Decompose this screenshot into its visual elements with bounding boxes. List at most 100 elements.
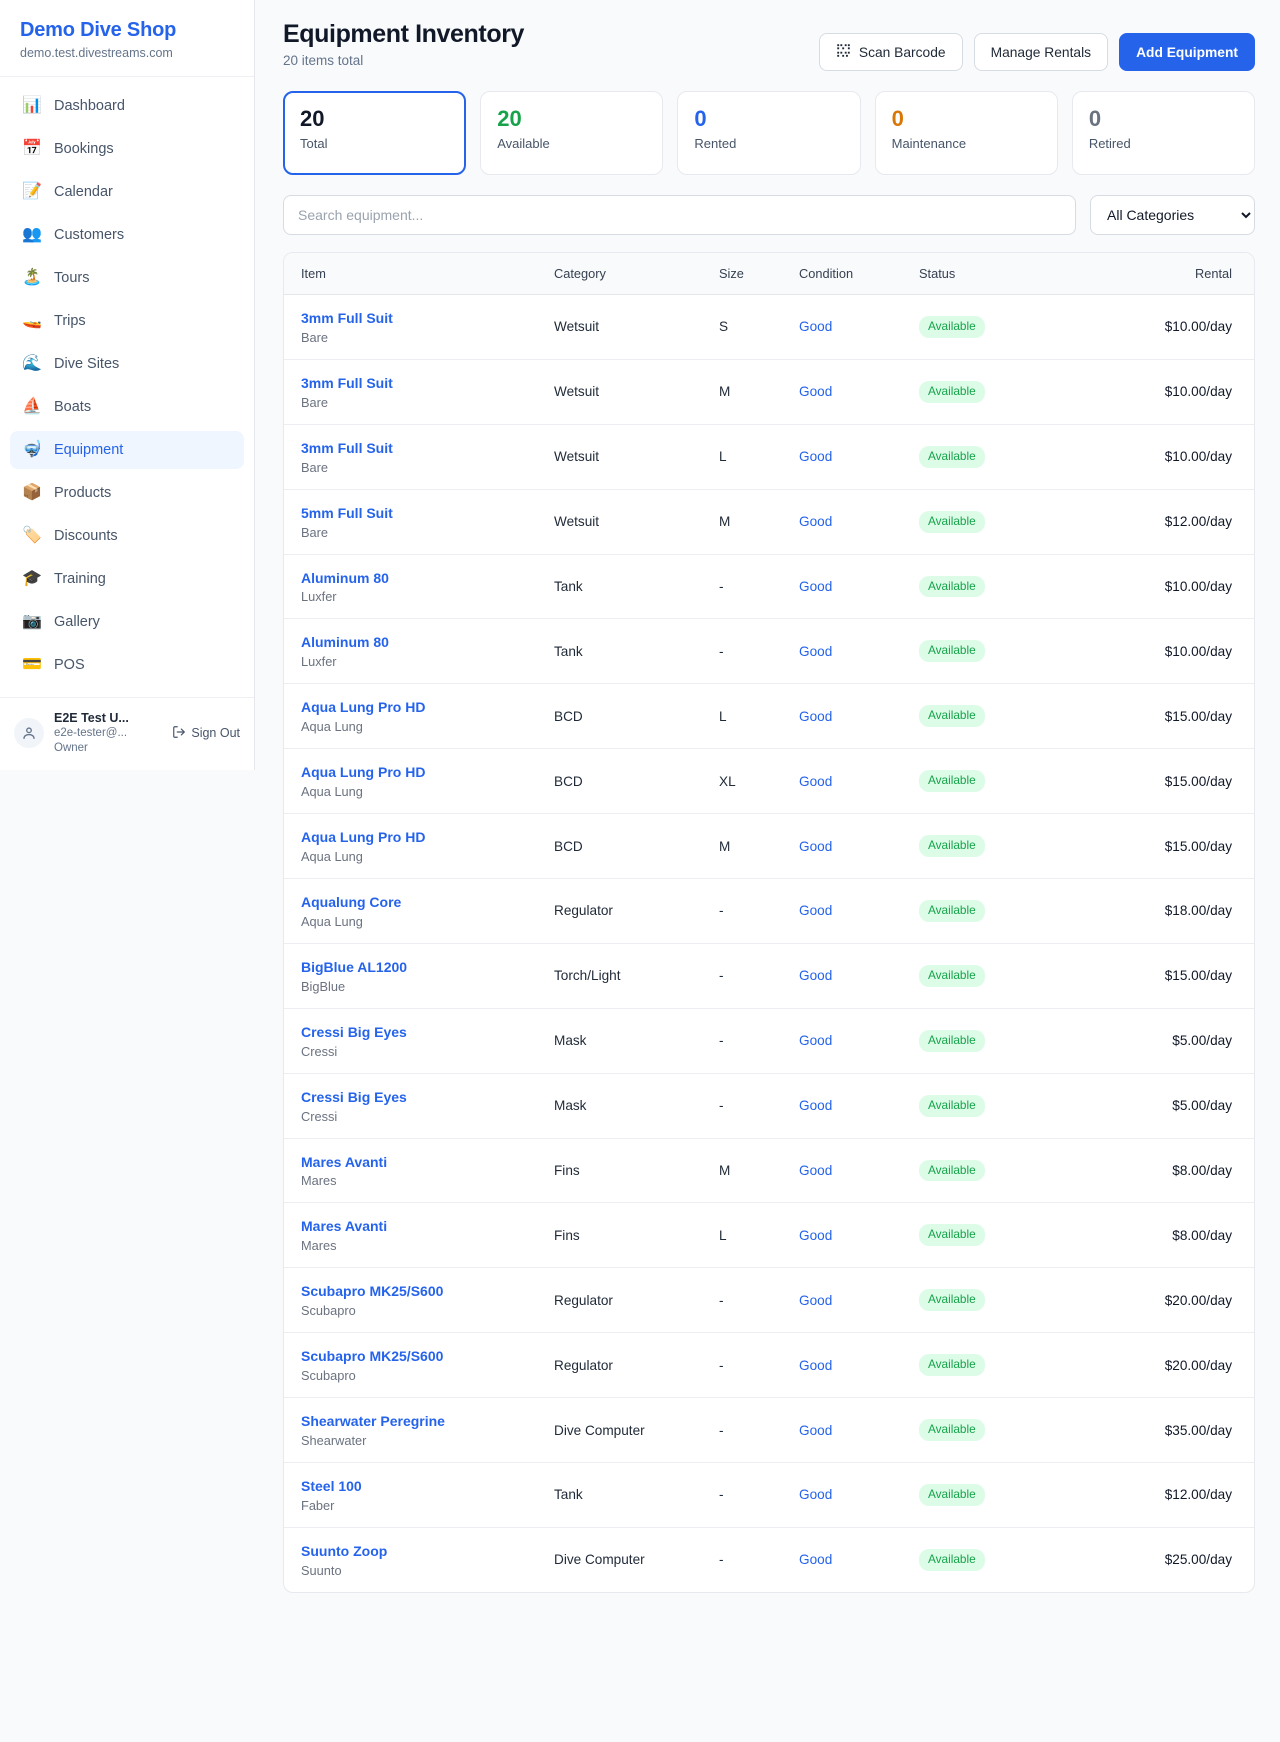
- item-name-link[interactable]: Scubapro MK25/S600: [301, 1348, 444, 1365]
- stat-card-available[interactable]: 20 Available: [480, 91, 664, 175]
- condition-link[interactable]: Good: [799, 1033, 833, 1049]
- sidebar-item-equipment[interactable]: 🤿 Equipment: [10, 431, 244, 469]
- condition-link[interactable]: Good: [799, 1357, 833, 1373]
- sidebar-item-customers[interactable]: 👥 Customers: [10, 216, 244, 254]
- table-row[interactable]: Aluminum 80 Luxfer Tank - Good Available $10.0…: [284, 554, 1254, 620]
- table-row[interactable]: Aqua Lung Pro HD Aqua Lung BCD XL Good Availa…: [284, 748, 1254, 815]
- item-name-link[interactable]: BigBlue AL1200: [301, 958, 408, 975]
- condition-link[interactable]: Good: [799, 773, 833, 789]
- sidebar-item-pos[interactable]: 💳 POS: [10, 646, 244, 684]
- column-header-condition[interactable]: Condition: [799, 253, 919, 295]
- item-name-link[interactable]: 3mm Full Suit: [301, 374, 393, 391]
- item-name-link[interactable]: Aqualung Core: [301, 894, 402, 911]
- cell-item: 3mm Full Suit Bare: [284, 424, 554, 490]
- condition-link[interactable]: Good: [799, 1163, 833, 1179]
- sidebar-item-dashboard[interactable]: 📊 Dashboard: [10, 87, 244, 125]
- table-row[interactable]: 3mm Full Suit Bare Wetsuit M Good Available $1…: [284, 359, 1254, 425]
- column-header-item[interactable]: Item: [284, 253, 554, 295]
- item-name-link[interactable]: Steel 100: [301, 1478, 362, 1495]
- search-input[interactable]: [283, 195, 1076, 235]
- condition-link[interactable]: Good: [799, 1422, 833, 1438]
- column-header-status[interactable]: Status: [919, 253, 1089, 295]
- table-row[interactable]: BigBlue AL1200 BigBlue Torch/Light - Good Ava…: [284, 943, 1254, 1009]
- item-name-link[interactable]: Shearwater Peregrine: [301, 1413, 445, 1430]
- table-row[interactable]: Cressi Big Eyes Cressi Mask - Good Available $…: [284, 1008, 1254, 1074]
- table-row[interactable]: Mares Avanti Mares Fins M Good Available $8.00…: [284, 1138, 1254, 1204]
- sidebar-item-tours[interactable]: 🏝️ Tours: [10, 259, 244, 297]
- table-row[interactable]: Suunto Zoop Suunto Dive Computer - Good Avail…: [284, 1527, 1254, 1591]
- table-row[interactable]: Mares Avanti Mares Fins L Good Available $8.00…: [284, 1202, 1254, 1269]
- table-row[interactable]: Scubapro MK25/S600 Scubapro Regulator - Good…: [284, 1332, 1254, 1399]
- condition-link[interactable]: Good: [799, 579, 833, 594]
- item-name-link[interactable]: 3mm Full Suit: [301, 310, 393, 326]
- sidebar-item-calendar[interactable]: 📝 Calendar: [10, 173, 244, 211]
- sidebar-item-training[interactable]: 🎓 Training: [10, 560, 244, 598]
- column-header-size[interactable]: Size: [719, 253, 799, 295]
- table-row[interactable]: Scubapro MK25/S600 Scubapro Regulator - Good…: [284, 1267, 1254, 1334]
- column-header-category[interactable]: Category: [554, 253, 719, 295]
- item-name-link[interactable]: 5mm Full Suit: [301, 504, 393, 521]
- table-row[interactable]: Aqua Lung Pro HD Aqua Lung BCD L Good Availab…: [284, 683, 1254, 750]
- table-row[interactable]: Aqualung Core Aqua Lung Regulator - Good Avai…: [284, 878, 1254, 944]
- condition-link[interactable]: Good: [799, 643, 833, 659]
- item-name-link[interactable]: Mares Avanti: [301, 1153, 388, 1170]
- table-row[interactable]: 5mm Full Suit Bare Wetsuit M Good Available $1…: [284, 489, 1254, 555]
- condition-link[interactable]: Good: [799, 708, 833, 724]
- stat-card-maintenance[interactable]: 0 Maintenance: [874, 91, 1058, 175]
- sidebar-item-gallery[interactable]: 📷 Gallery: [10, 603, 244, 641]
- sidebar-item-boats[interactable]: ⛵ Boats: [10, 388, 244, 426]
- cell-category: Mask: [554, 1008, 719, 1074]
- condition-link[interactable]: Good: [799, 384, 833, 400]
- sidebar-item-discounts[interactable]: 🏷️ Discounts: [10, 517, 244, 555]
- item-name-link[interactable]: Cressi Big Eyes: [301, 1088, 407, 1105]
- status-badge: Available: [919, 705, 985, 728]
- item-name-link[interactable]: Mares Avanti: [301, 1218, 388, 1235]
- stat-card-rented[interactable]: 0 Rented: [677, 91, 861, 175]
- condition-link[interactable]: Good: [799, 514, 833, 530]
- item-name-link[interactable]: Scubapro MK25/S600: [301, 1283, 444, 1300]
- table-row[interactable]: 3mm Full Suit Bare Wetsuit L Good Available $1…: [284, 424, 1254, 490]
- item-name-link[interactable]: Cressi Big Eyes: [301, 1023, 407, 1040]
- cell-status: Available: [919, 489, 1089, 555]
- condition-link[interactable]: Good: [799, 1552, 833, 1568]
- item-name-link[interactable]: Suunto Zoop: [301, 1542, 388, 1559]
- scan-barcode-button[interactable]: Scan Barcode: [818, 33, 963, 71]
- table-row[interactable]: Steel 100 Faber Tank - Good Available $12.00/d…: [284, 1462, 1254, 1528]
- sign-out-button[interactable]: Sign Out: [172, 725, 240, 742]
- condition-link[interactable]: Good: [799, 903, 833, 919]
- table-row[interactable]: 3mm Full Suit Bare Wetsuit S Good Available $1…: [284, 294, 1254, 360]
- item-name-link[interactable]: Aqua Lung Pro HD: [301, 829, 426, 846]
- sidebar-item-bookings[interactable]: 📅 Bookings: [10, 130, 244, 168]
- sidebar-item-dive-sites[interactable]: 🌊 Dive Sites: [10, 345, 244, 383]
- package-icon: 📦: [22, 484, 42, 501]
- stat-card-retired[interactable]: 0 Retired: [1071, 91, 1256, 175]
- sidebar-item-trips[interactable]: 🚤 Trips: [10, 302, 244, 340]
- table-row[interactable]: Shearwater Peregrine Shearwater Dive Compu…: [284, 1397, 1254, 1464]
- condition-link[interactable]: Good: [799, 1292, 833, 1308]
- condition-link[interactable]: Good: [799, 449, 833, 465]
- condition-link[interactable]: Good: [799, 1227, 833, 1243]
- item-name-link[interactable]: 3mm Full Suit: [301, 439, 393, 456]
- brand-block[interactable]: Demo Dive Shop demo.test.divestreams.com: [0, 0, 254, 77]
- condition-link[interactable]: Good: [799, 1098, 833, 1114]
- item-name-link[interactable]: Aqua Lung Pro HD: [301, 699, 426, 716]
- column-header-rental[interactable]: Rental: [1089, 253, 1254, 295]
- item-name-link[interactable]: Aluminum 80: [301, 634, 389, 651]
- sidebar-item-products[interactable]: 📦 Products: [10, 474, 244, 512]
- item-name-link[interactable]: Aluminum 80: [301, 569, 389, 586]
- table-row[interactable]: Aqua Lung Pro HD Aqua Lung BCD M Good Availab…: [284, 813, 1254, 880]
- condition-link[interactable]: Good: [799, 968, 833, 984]
- cell-size: L: [719, 424, 799, 490]
- table-row[interactable]: Aluminum 80 Luxfer Tank - Good Available $10.0…: [284, 618, 1254, 685]
- cell-size: XL: [719, 748, 799, 815]
- stat-card-total[interactable]: 20 Total: [283, 91, 467, 175]
- condition-link[interactable]: Good: [799, 319, 833, 335]
- condition-link[interactable]: Good: [799, 1487, 833, 1503]
- add-equipment-button[interactable]: Add Equipment: [1119, 33, 1255, 71]
- condition-link[interactable]: Good: [799, 838, 833, 854]
- category-select[interactable]: All Categories: [1090, 195, 1255, 235]
- item-name-link[interactable]: Aqua Lung Pro HD: [301, 764, 426, 781]
- cell-item: Shearwater Peregrine Shearwater: [284, 1397, 554, 1464]
- table-row[interactable]: Cressi Big Eyes Cressi Mask - Good Available $…: [284, 1073, 1254, 1139]
- manage-rentals-button[interactable]: Manage Rentals: [973, 33, 1109, 71]
